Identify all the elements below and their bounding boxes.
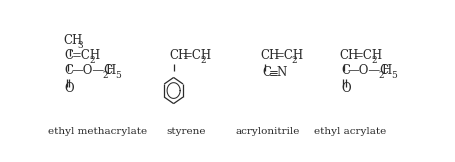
Text: 2: 2: [200, 56, 206, 65]
Text: styrene: styrene: [166, 127, 205, 136]
Text: acrylonitrile: acrylonitrile: [235, 127, 299, 136]
Text: O: O: [340, 82, 350, 95]
Text: 2: 2: [291, 56, 297, 65]
Text: CH: CH: [260, 49, 279, 62]
Text: 2: 2: [90, 56, 95, 65]
Text: CH: CH: [63, 34, 82, 47]
Text: CH: CH: [339, 49, 359, 62]
Text: ≡: ≡: [268, 66, 278, 79]
Text: =CH: =CH: [71, 49, 100, 62]
Text: =CH: =CH: [182, 49, 212, 62]
Text: ethyl methacrylate: ethyl methacrylate: [48, 127, 147, 136]
Text: 2: 2: [370, 56, 376, 65]
Text: H: H: [380, 64, 390, 77]
Text: —O—C: —O—C: [71, 64, 113, 77]
Text: H: H: [106, 64, 116, 77]
Text: ethyl acrylate: ethyl acrylate: [313, 127, 385, 136]
Text: 2: 2: [377, 71, 383, 80]
Text: C: C: [64, 64, 73, 77]
Text: C: C: [340, 64, 349, 77]
Text: —O—C: —O—C: [347, 64, 389, 77]
Text: O: O: [64, 82, 74, 95]
Text: =CH: =CH: [273, 49, 303, 62]
Text: C: C: [64, 49, 73, 62]
Text: =CH: =CH: [353, 49, 382, 62]
Text: N: N: [275, 66, 286, 79]
Text: C: C: [261, 66, 270, 79]
Text: 2: 2: [102, 71, 108, 80]
Text: 5: 5: [115, 71, 121, 80]
Text: 3: 3: [77, 41, 83, 50]
Text: CH: CH: [169, 49, 188, 62]
Text: 5: 5: [390, 71, 396, 80]
